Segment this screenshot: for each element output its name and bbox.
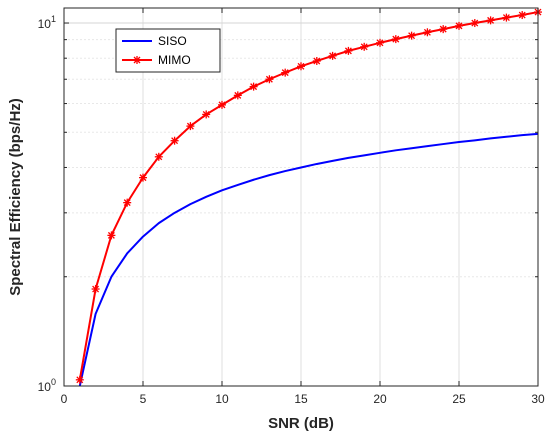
data-point-mimo bbox=[344, 46, 353, 55]
data-point-mimo bbox=[360, 42, 369, 51]
data-point-mimo bbox=[423, 28, 432, 37]
data-point-mimo bbox=[154, 152, 163, 161]
legend: SISO MIMO bbox=[115, 28, 221, 73]
data-point-mimo bbox=[139, 173, 147, 182]
x-tick-label: 5 bbox=[140, 392, 147, 406]
x-axis-label: SNR (dB) bbox=[268, 415, 334, 432]
legend-mimo-marker bbox=[133, 56, 141, 64]
data-point-mimo bbox=[312, 56, 321, 65]
y-tick-label: 100 bbox=[38, 377, 56, 394]
tick-marks bbox=[63, 8, 539, 387]
series-line-siso bbox=[78, 132, 539, 387]
data-point-mimo bbox=[249, 82, 258, 91]
x-tick-label: 30 bbox=[531, 392, 545, 406]
data-point-mimo bbox=[170, 136, 179, 145]
legend-siso-label: SISO bbox=[158, 34, 187, 48]
x-tick-label: 0 bbox=[61, 392, 68, 406]
data-point-mimo bbox=[470, 19, 479, 28]
data-point-mimo bbox=[123, 198, 132, 207]
data-point-mimo bbox=[455, 21, 463, 30]
data-point-mimo bbox=[407, 31, 416, 40]
data-point-mimo bbox=[281, 68, 290, 77]
data-point-mimo bbox=[202, 110, 211, 119]
data-point-mimo bbox=[502, 13, 511, 22]
data-point-mimo bbox=[439, 25, 448, 34]
x-tick-label: 15 bbox=[294, 392, 308, 406]
y-axis-label: Spectral Efficiency (bps/Hz) bbox=[7, 98, 24, 296]
data-point-mimo bbox=[376, 38, 384, 47]
tick-labels: 0 5 10 15 20 25 30 100 101 bbox=[38, 14, 545, 406]
x-tick-label: 10 bbox=[215, 392, 229, 406]
y-tick-label: 101 bbox=[38, 14, 56, 31]
data-point-mimo bbox=[391, 35, 400, 44]
data-point-mimo bbox=[107, 231, 116, 240]
data-point-mimo bbox=[328, 51, 337, 60]
data-point-mimo bbox=[233, 91, 242, 100]
data-point-mimo bbox=[518, 11, 527, 20]
series-layer bbox=[75, 8, 542, 387]
x-tick-label: 25 bbox=[452, 392, 466, 406]
data-point-mimo bbox=[486, 16, 495, 25]
data-point-mimo bbox=[218, 100, 226, 109]
legend-box bbox=[115, 28, 221, 73]
legend-asterisk-icon bbox=[133, 56, 141, 64]
data-point-mimo bbox=[297, 62, 305, 71]
data-point-mimo bbox=[75, 375, 84, 384]
x-tick-label: 20 bbox=[373, 392, 387, 406]
legend-mimo-label: MIMO bbox=[158, 53, 191, 67]
data-point-mimo bbox=[91, 285, 100, 294]
data-point-mimo bbox=[265, 75, 274, 84]
data-point-mimo bbox=[186, 122, 195, 131]
